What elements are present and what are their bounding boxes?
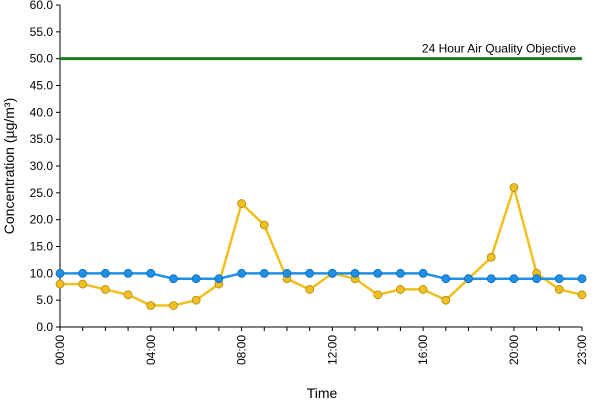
data-point [418,285,428,294]
data-point [554,285,564,294]
data-point [305,268,315,278]
x-tick-label: 20:00 [507,335,521,365]
data-point [396,268,405,278]
data-point [509,274,519,284]
series-line [60,272,582,280]
data-point [123,268,133,278]
data-point [418,268,428,278]
x-tick-label: 08:00 [235,335,249,365]
x-tick-label: 16:00 [416,335,430,365]
data-point [55,268,65,278]
data-point [554,274,564,284]
data-point [373,290,383,300]
data-point [464,274,473,284]
data-point [55,279,65,289]
data-point [100,285,110,294]
y-tick-label: 15.0 [30,240,54,254]
x-tick-label: 00:00 [53,335,67,365]
y-tick-label: 50.0 [30,52,54,66]
data-point [282,268,292,278]
data-point [78,279,88,289]
data-point [350,268,360,278]
data-point [532,274,542,284]
data-point [373,268,383,278]
data-point [486,252,496,262]
data-point [146,268,156,278]
data-point [396,285,405,294]
series-line [60,186,583,307]
data-point [237,268,246,278]
y-tick-label: 40.0 [30,105,54,119]
data-point [577,290,587,300]
data-point [78,268,88,278]
series-2 [55,268,587,284]
y-tick-label: 20.0 [30,213,54,227]
x-axis-ticks: 00:00 04:00 08:00 12:00 16:00 20:00 23:00 [53,327,589,365]
data-point [146,301,156,310]
y-tick-label: 25.0 [30,186,54,200]
data-point [191,274,201,284]
x-axis-title: Time [307,385,338,400]
y-tick-label: 45.0 [30,79,54,93]
data-point [441,295,451,305]
y-tick-label: 5.0 [36,293,53,307]
data-point [486,274,496,284]
y-axis-ticks: 0.0 5.0 10.0 15.0 20.0 25.0 30.0 35.0 40.0 45.0 50… [30,0,60,334]
data-point [123,290,133,300]
data-point [441,274,451,284]
y-tick-label: 55.0 [30,25,54,39]
data-point [327,268,337,278]
series-layer [55,183,587,310]
x-tick-label: 23:00 [575,335,589,365]
data-point [169,301,178,310]
data-point [191,295,201,305]
data-point [169,274,178,284]
air-quality-objective-label: 24 Hour Air Quality Objective [422,42,576,56]
data-point [259,220,269,230]
y-tick-label: 35.0 [30,132,54,146]
y-tick-label: 30.0 [30,159,54,173]
series-1 [55,183,587,310]
data-point [305,285,315,294]
data-point [259,268,269,278]
y-tick-label: 60.0 [30,0,54,12]
data-point [100,268,110,278]
y-tick-label: 0.0 [36,320,53,334]
y-tick-label: 10.0 [30,266,54,280]
data-point [509,183,519,192]
x-tick-label: 04:00 [144,335,158,365]
x-tick-label: 12:00 [325,335,339,365]
data-point [577,274,587,284]
data-point [214,274,224,284]
y-axis-title: Concentration (µg/m³) [1,98,17,234]
data-point [237,199,246,208]
